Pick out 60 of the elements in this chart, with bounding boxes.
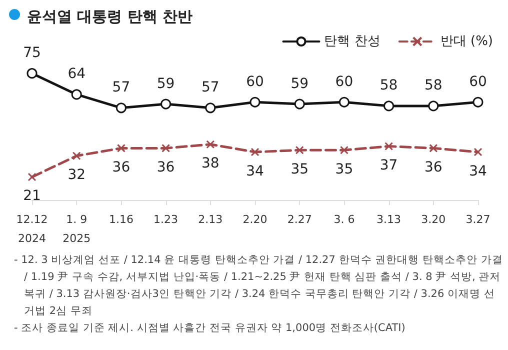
data-label: 35 bbox=[335, 161, 354, 178]
point bbox=[72, 152, 81, 160]
data-label: 38 bbox=[201, 156, 220, 172]
text: - 조사 종료일 기준 제시. 시점별 사흘간 전국 유권자 약 1,000명 전화조사(CATI) bbox=[14, 321, 406, 336]
point bbox=[162, 144, 170, 152]
chart-title: 윤석열 대통령 탄핵 찬반 bbox=[27, 8, 193, 26]
data-label: 21 bbox=[23, 188, 41, 204]
x-tick-label: 3.27 bbox=[466, 213, 490, 226]
data-label: 34 bbox=[246, 163, 264, 180]
data-label: 75 bbox=[23, 45, 41, 62]
data-label: 36 bbox=[156, 159, 175, 176]
data-label: 37 bbox=[380, 158, 398, 174]
point bbox=[294, 98, 305, 110]
point bbox=[71, 89, 82, 100]
point bbox=[26, 68, 38, 79]
point bbox=[116, 144, 126, 152]
point bbox=[474, 148, 482, 156]
data-label: 34 bbox=[469, 163, 487, 180]
legend-label: 탄핵 찬성 bbox=[324, 34, 380, 49]
x-tick-label: 1.16 bbox=[108, 213, 134, 226]
data-label: 58 bbox=[380, 78, 398, 94]
point bbox=[384, 100, 394, 112]
data-label: 57 bbox=[112, 80, 130, 96]
point bbox=[116, 102, 126, 114]
data-label: 64 bbox=[68, 66, 86, 82]
x-tick-label: 3.20 bbox=[421, 213, 446, 226]
text: - 12. 3 비상계엄 선포 / 12.14 윤 대통령 탄핵소추안 가결 / 12.27 한덕수 권한대행 탄핵소추안 가결 / 1.19 尹 구속 수감, 서부지법 난입·폭동 / 1.21~2.25 尹 헌재 탄핵 심판 출석 / 3. 8 尹 석방, 관저 복귀 / 3.13 감사원장·검사3인 탄핵안 기각 / 3.24 한덕수 국무총리 탄핵안 기각 / 3.26 이재명 선거법 2심 무죄 bbox=[14, 253, 504, 319]
point bbox=[205, 102, 216, 114]
x-tick-label: 1. 9 2025 bbox=[62, 213, 91, 245]
x-tick-label: 2.27 bbox=[287, 213, 312, 226]
point bbox=[250, 148, 260, 156]
point bbox=[340, 146, 348, 154]
point bbox=[428, 100, 439, 112]
point bbox=[472, 96, 484, 108]
point bbox=[28, 172, 36, 182]
data-label: 58 bbox=[424, 78, 442, 94]
point bbox=[206, 140, 215, 149]
point bbox=[338, 96, 350, 108]
point bbox=[384, 142, 394, 151]
data-label: 32 bbox=[68, 167, 86, 184]
data-label: 60 bbox=[469, 74, 487, 90]
data-label: 60 bbox=[335, 74, 354, 90]
data-label: 59 bbox=[156, 76, 175, 92]
point bbox=[160, 98, 172, 110]
point bbox=[429, 144, 438, 152]
x-tick-label: 2.20 bbox=[242, 213, 268, 226]
x-tick-label: 3. 6 bbox=[334, 213, 355, 226]
data-label: 57 bbox=[201, 80, 220, 96]
data-label: 36 bbox=[112, 159, 130, 176]
data-label: 60 bbox=[246, 74, 264, 90]
data-label: 35 bbox=[290, 161, 309, 178]
legend-label: 반대 (%) bbox=[440, 34, 494, 49]
point bbox=[295, 146, 304, 154]
point bbox=[250, 96, 260, 108]
x-tick-label: 12.12 2024 bbox=[16, 213, 48, 245]
x-tick-label: 2.13 bbox=[198, 213, 223, 226]
data-label: 36 bbox=[424, 159, 442, 176]
x-tick-label: 1.23 bbox=[154, 213, 178, 226]
data-label: 59 bbox=[290, 76, 309, 92]
x-tick-label: 3.13 bbox=[376, 213, 402, 226]
